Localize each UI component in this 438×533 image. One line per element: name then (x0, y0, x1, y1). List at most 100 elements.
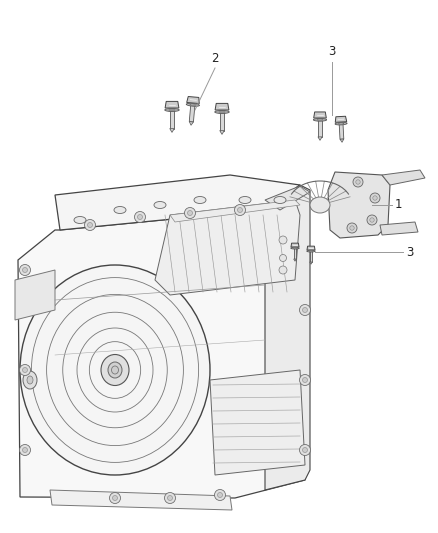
Circle shape (300, 445, 311, 456)
Polygon shape (340, 139, 344, 142)
Ellipse shape (190, 104, 196, 106)
Ellipse shape (307, 251, 315, 252)
Circle shape (300, 375, 311, 385)
Circle shape (20, 365, 31, 376)
Ellipse shape (310, 197, 330, 213)
Circle shape (20, 445, 31, 456)
Ellipse shape (274, 197, 286, 204)
Ellipse shape (219, 111, 225, 112)
Ellipse shape (23, 371, 37, 389)
Circle shape (184, 207, 195, 219)
Polygon shape (265, 185, 310, 490)
Circle shape (353, 177, 363, 187)
Polygon shape (155, 200, 300, 295)
Circle shape (138, 214, 142, 220)
Circle shape (303, 308, 307, 312)
Polygon shape (50, 490, 232, 510)
Ellipse shape (309, 251, 313, 252)
Polygon shape (293, 259, 297, 261)
Circle shape (370, 218, 374, 222)
Ellipse shape (194, 197, 206, 204)
Circle shape (215, 489, 226, 500)
Text: 1: 1 (395, 198, 403, 212)
Bar (170, 110, 174, 128)
Circle shape (110, 492, 120, 504)
Circle shape (113, 496, 117, 500)
Circle shape (88, 222, 92, 228)
Ellipse shape (215, 110, 229, 114)
Text: 3: 3 (406, 246, 413, 259)
Bar (310, 251, 312, 262)
Circle shape (370, 193, 380, 203)
Polygon shape (318, 137, 322, 140)
Circle shape (279, 254, 286, 262)
Ellipse shape (101, 354, 129, 385)
Polygon shape (314, 112, 326, 118)
Circle shape (237, 207, 243, 213)
Polygon shape (187, 96, 199, 103)
Circle shape (234, 205, 246, 215)
Ellipse shape (291, 247, 299, 249)
Bar (220, 112, 224, 131)
Circle shape (85, 220, 95, 230)
Circle shape (167, 496, 173, 500)
Polygon shape (335, 116, 347, 122)
Ellipse shape (313, 118, 327, 121)
Circle shape (303, 377, 307, 383)
Circle shape (367, 215, 377, 225)
Circle shape (22, 448, 28, 453)
Ellipse shape (335, 123, 347, 125)
Polygon shape (310, 262, 312, 264)
Circle shape (300, 304, 311, 316)
Text: 2: 2 (211, 52, 219, 65)
Ellipse shape (74, 216, 86, 223)
Bar (189, 104, 195, 122)
Polygon shape (18, 210, 305, 498)
Circle shape (279, 236, 287, 244)
Circle shape (373, 196, 377, 200)
Polygon shape (328, 172, 390, 238)
Circle shape (187, 211, 192, 215)
Polygon shape (210, 370, 305, 475)
Bar (339, 124, 344, 139)
Ellipse shape (112, 366, 119, 374)
Bar (293, 248, 297, 259)
Circle shape (20, 264, 31, 276)
Bar (318, 120, 322, 137)
Ellipse shape (239, 197, 251, 204)
Polygon shape (265, 186, 310, 210)
Circle shape (350, 226, 354, 230)
Ellipse shape (317, 119, 323, 120)
Polygon shape (382, 170, 425, 185)
Ellipse shape (339, 123, 344, 124)
Circle shape (22, 367, 28, 373)
Polygon shape (170, 128, 174, 132)
Circle shape (218, 492, 223, 497)
Circle shape (165, 492, 176, 504)
Circle shape (22, 268, 28, 272)
Circle shape (134, 212, 145, 222)
Polygon shape (165, 101, 179, 108)
Text: 3: 3 (328, 45, 336, 58)
Ellipse shape (169, 109, 175, 111)
Circle shape (279, 266, 287, 274)
Ellipse shape (108, 362, 122, 378)
Ellipse shape (186, 103, 199, 106)
Polygon shape (307, 246, 315, 250)
Ellipse shape (165, 109, 179, 111)
Ellipse shape (20, 265, 210, 475)
Polygon shape (170, 200, 300, 222)
Polygon shape (220, 131, 224, 134)
Circle shape (347, 223, 357, 233)
Polygon shape (189, 122, 194, 125)
Ellipse shape (114, 206, 126, 214)
Polygon shape (291, 243, 299, 247)
Circle shape (303, 448, 307, 453)
Ellipse shape (27, 376, 33, 384)
Ellipse shape (154, 201, 166, 208)
Circle shape (356, 180, 360, 184)
Polygon shape (55, 175, 300, 230)
Polygon shape (215, 103, 229, 110)
Polygon shape (15, 270, 55, 320)
Polygon shape (380, 222, 418, 235)
